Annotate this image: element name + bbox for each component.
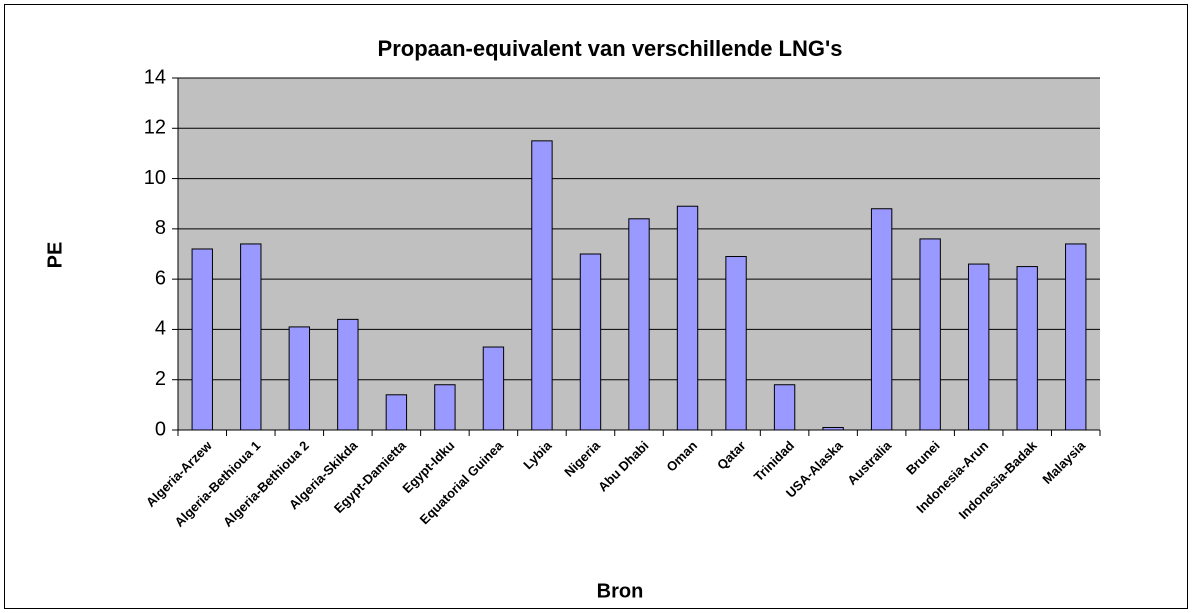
bar — [628, 218, 650, 431]
bar — [1065, 243, 1087, 431]
bar — [240, 243, 262, 431]
bar — [579, 253, 602, 431]
y-axis-label: PE — [44, 242, 66, 269]
y-tick-label: 14 — [144, 66, 166, 88]
y-tick-label: 10 — [144, 167, 166, 189]
y-tick-label: 8 — [155, 217, 166, 239]
bar — [434, 384, 456, 431]
y-tick-label: 12 — [144, 117, 166, 139]
bar — [482, 346, 505, 431]
bar — [870, 208, 893, 431]
y-tick-label: 2 — [155, 368, 166, 390]
bar — [967, 263, 990, 431]
bar — [191, 248, 213, 431]
bar — [337, 318, 359, 431]
bar — [822, 426, 844, 431]
x-axis-label: Bron — [597, 580, 644, 602]
bar — [385, 394, 408, 431]
bar — [531, 140, 553, 431]
y-tick-label: 6 — [155, 267, 166, 289]
chart-title: Propaan-equivalent van verschillende LNG… — [378, 36, 843, 61]
bar — [725, 256, 747, 431]
bar — [1016, 266, 1038, 431]
y-tick-label: 0 — [155, 418, 166, 440]
bar — [919, 238, 941, 431]
bar — [773, 384, 796, 431]
bar — [676, 205, 699, 431]
bar — [288, 326, 311, 431]
y-tick-label: 4 — [155, 318, 166, 340]
